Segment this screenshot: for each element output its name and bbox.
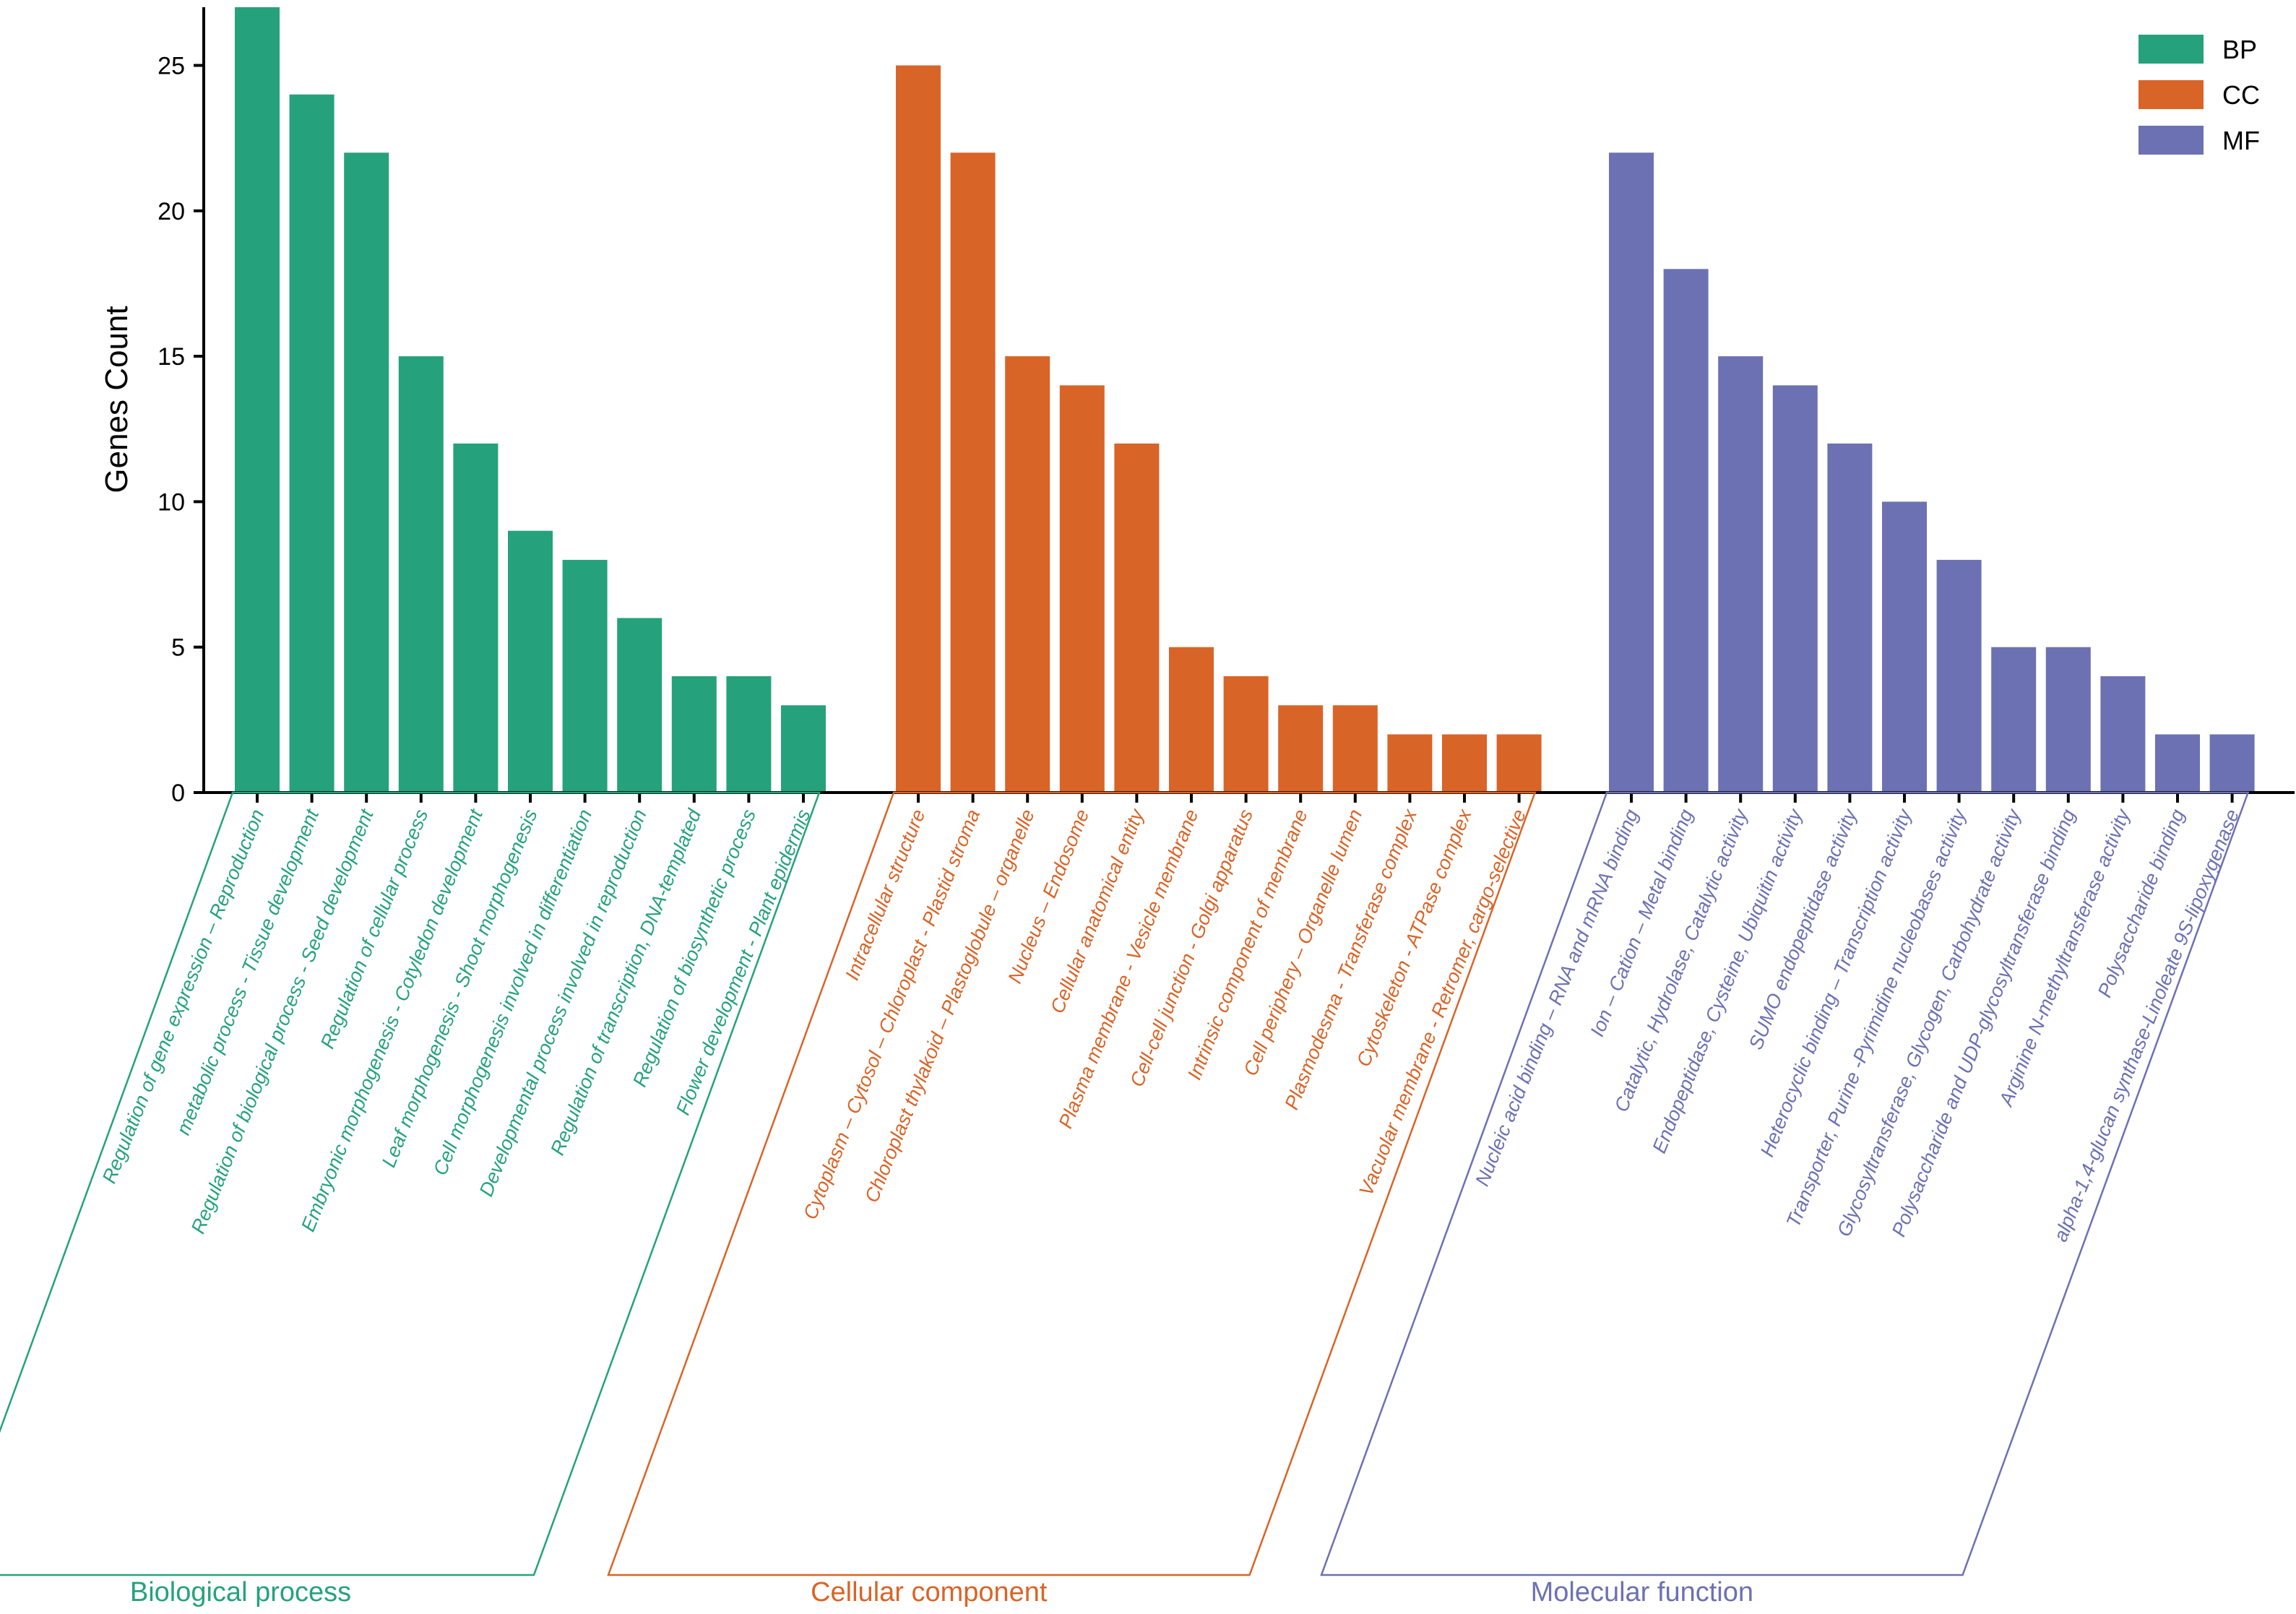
bar-mf (1772, 385, 1818, 793)
bar-mf (1663, 269, 1709, 793)
bar-bp (398, 356, 444, 793)
y-axis-label: Genes Count (99, 306, 134, 493)
group-label-cc: Cellular component (811, 1577, 1048, 1607)
group-bracket-cc (607, 791, 1537, 1576)
legend-swatch-bp (2139, 35, 2204, 64)
y-ticks: 0 5 10 15 20 25 (157, 53, 204, 807)
legend-swatch-mf (2139, 126, 2204, 155)
x-category-label: SUMO endopeptidase activity (1745, 806, 1862, 1053)
y-tick-label: 20 (157, 198, 185, 225)
bar-bp (453, 443, 499, 793)
bar-bp (617, 618, 663, 793)
bar-cc (1387, 734, 1433, 793)
bar-bp (235, 7, 280, 793)
x-category-label: Ion – Cation – Metal binding (1586, 806, 1697, 1040)
y-tick-label: 25 (157, 53, 185, 80)
y-tick-label: 5 (171, 634, 185, 662)
bar-bp (781, 705, 826, 793)
bar-cc (950, 152, 996, 793)
bar-mf (2209, 734, 2255, 793)
legend-label-mf: MF (2222, 126, 2260, 155)
bar-mf (1609, 152, 1654, 793)
bar-mf (1882, 501, 1927, 793)
group-label-mf: Molecular function (1531, 1577, 1753, 1607)
y-tick-label: 10 (157, 488, 185, 516)
bar-cc (1332, 705, 1378, 793)
bar-cc (1278, 705, 1324, 793)
legend-swatch-cc (2139, 80, 2204, 109)
bars-layer (235, 7, 2255, 793)
group-bracket-bp (0, 791, 821, 1576)
legend-label-cc: CC (2222, 80, 2260, 110)
bar-cc (1114, 443, 1160, 793)
bar-bp (289, 94, 335, 793)
bar-cc (1059, 385, 1105, 793)
bar-mf (1936, 559, 1982, 793)
bar-bp (508, 530, 553, 793)
group-bracket-mf (1320, 791, 2250, 1576)
bar-bp (726, 676, 772, 793)
bar-cc (1496, 734, 1542, 793)
bar-cc (1442, 734, 1487, 793)
x-category-label: Regulation of cellular process (316, 806, 433, 1052)
bar-bp (671, 676, 717, 793)
bar-cc (896, 65, 941, 793)
y-tick-label: 0 (171, 780, 185, 807)
bar-cc (1169, 647, 1214, 793)
bar-mf (1827, 443, 1873, 793)
bar-bp (344, 152, 389, 793)
bar-cc (1223, 676, 1269, 793)
legend: BP CC MF (2139, 35, 2260, 155)
bar-mf (1991, 647, 2037, 793)
legend-label-bp: BP (2222, 35, 2257, 64)
x-ticks (256, 793, 2234, 803)
bar-bp (562, 559, 608, 793)
category-labels: Regulation of gene expression – Reproduc… (98, 806, 2243, 1245)
bar-mf (2100, 676, 2146, 793)
bar-mf (2155, 734, 2200, 793)
group-brackets: Biological process Cellular component Mole… (0, 791, 2250, 1607)
y-tick-label: 15 (157, 343, 185, 371)
bar-mf (1718, 356, 1764, 793)
bar-mf (2045, 647, 2091, 793)
bar-cc (1005, 356, 1050, 793)
group-label-bp: Biological process (130, 1577, 351, 1607)
